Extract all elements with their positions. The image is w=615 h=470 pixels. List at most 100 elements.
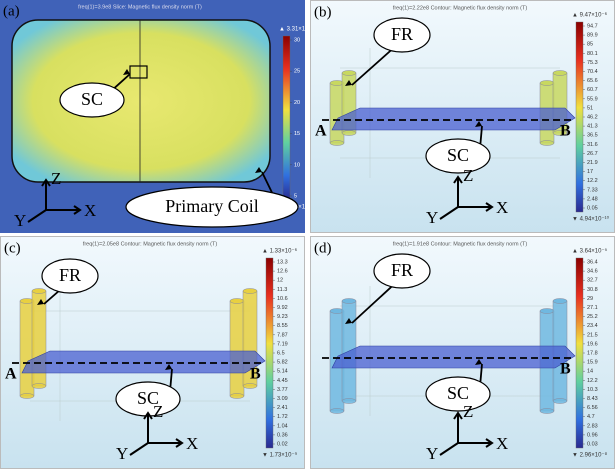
colorbar-tick-label: 80.1 [587,51,598,57]
colorbar-tick-label: 51 [587,105,593,111]
colorbar-tick-label: 12.2 [587,178,598,184]
axis-arrow [41,178,51,210]
axis-arrow [453,411,463,443]
rod-top [552,70,568,76]
rod-bottom [552,398,568,404]
panel-label: (c) [4,240,21,256]
colorbar-tick-label: 8.55 [277,323,288,329]
axis-label: X [84,201,96,220]
colorbar-tick-label: 7.19 [277,341,288,347]
colorbar-tick-label: 11.3 [277,287,287,293]
colorbar-tick-label: 32.7 [587,278,598,284]
colorbar-tick-label: 7.33 [587,187,598,193]
rod-bottom [229,393,245,399]
panel-label: (d) [314,240,332,256]
colorbar-tick-label: 6.56 [587,405,598,411]
colorbar-tick-label: 21.9 [587,160,598,166]
annotation: FR [391,24,413,44]
panel-header: freq(1)=3.9e8 Slice: Magnetic flux densi… [78,4,202,10]
colorbar-tick-label: 70.4 [587,69,598,75]
colorbar-tick-label: 15.9 [587,360,598,366]
colorbar-tick-label: 10.6 [277,296,288,302]
arrow-head [345,80,352,86]
colorbar-tick-label: 13.3 [277,259,288,265]
panel-label: (a) [3,3,20,19]
panel-label: (b) [314,4,332,20]
colorbar-tick-label: 12.6 [277,269,288,275]
point-label: A [315,123,327,140]
panel-header: freq(1)=2.05e8 Contour: Magnetic flux de… [83,241,218,247]
panel-header: freq(1)=2.22e8 Contour: Magnetic flux de… [393,5,528,11]
colorbar-tick-label: 34.6 [587,269,598,275]
colorbar-tick-label: 4.45 [277,378,288,384]
arrow-head [165,364,172,370]
colorbar [265,257,274,449]
colorbar-tick-label: 0.96 [587,432,598,438]
colorbar-tick-label: 23.4 [587,323,598,329]
axis-arrow [458,202,494,212]
colorbar-tick-label: 60.7 [587,87,598,93]
colorbar [282,35,291,201]
panel-header: freq(1)=1.91e8 Contour: Magnetic flux de… [393,241,528,247]
panel: freq(1)=2.22e8 Contour: Magnetic flux de… [310,0,615,233]
colorbar-tick-label: 14 [587,369,593,375]
label-bubble [41,258,99,294]
sc-plate [331,107,576,131]
sc-plate [331,345,576,369]
axis-arrow [458,438,494,448]
annotation: SC [81,89,103,109]
annotation: SC [447,383,469,403]
colorbar-tick-label: 3.77 [277,387,288,393]
colorbar-tick-label: 7.87 [277,332,288,338]
colorbar-min: ▼ 4.94×10⁻¹⁰ [572,216,610,223]
rod-bottom [329,140,345,146]
arrow-head [475,359,482,365]
colorbar-tick-label: 19.6 [587,341,598,347]
label-bubble [373,17,431,53]
rod-top [242,288,258,294]
colorbar-min: ▼ 1.73×10⁻⁹ [262,452,298,459]
axis-arrow [129,442,149,456]
rod-top [341,298,357,304]
axis-label: X [496,434,508,453]
colorbar-max: ▲ 9.47×10⁻⁶ [572,12,608,19]
point-label: B [560,361,571,378]
colorbar-tick-label: 9.23 [277,314,288,320]
colorbar-tick-label: 5 [294,193,297,199]
colorbar-tick-label: 46.2 [587,114,598,120]
colorbar-tick-label: 20 [294,100,300,106]
colorbar [575,21,584,213]
colorbar-tick-label: 8.43 [587,396,598,402]
colorbar-tick-label: 12.2 [587,378,598,384]
annotation: SC [447,145,469,165]
colorbar-tick-label: 75.3 [587,60,598,66]
colorbar-tick-label: 17.8 [587,350,598,356]
rod-top [552,298,568,304]
panel-border [0,236,305,469]
label-bubble [373,253,431,289]
colorbar-tick-label: 26.7 [587,151,598,157]
colorbar-tick-label: 1.04 [277,423,288,429]
colorbar-tick-label: 36.4 [587,259,598,265]
colorbar-tick-label: 5.14 [277,369,288,375]
rod-bottom [539,408,555,414]
rod-top [229,298,245,304]
rod-top [31,288,47,294]
annotation: FR [59,265,81,285]
arrow-head [255,167,262,173]
label-bubble [425,376,491,412]
axis-arrow [453,175,463,207]
colorbar-tick-label: 9.92 [277,305,288,311]
colorbar-tick-label: 10.3 [587,387,598,393]
colorbar-max: ▲ 1.33×10⁻⁶ [262,248,298,255]
colorbar-tick-label: 31.6 [587,142,598,148]
colorbar-tick-label: 0.03 [587,441,598,447]
rod-bottom [341,398,357,404]
rod-top [539,308,555,314]
annotation: SC [137,388,159,408]
axis-arrow [46,205,82,215]
axis-arrow [27,209,47,223]
rod-top [341,70,357,76]
label-bubble [59,82,125,118]
